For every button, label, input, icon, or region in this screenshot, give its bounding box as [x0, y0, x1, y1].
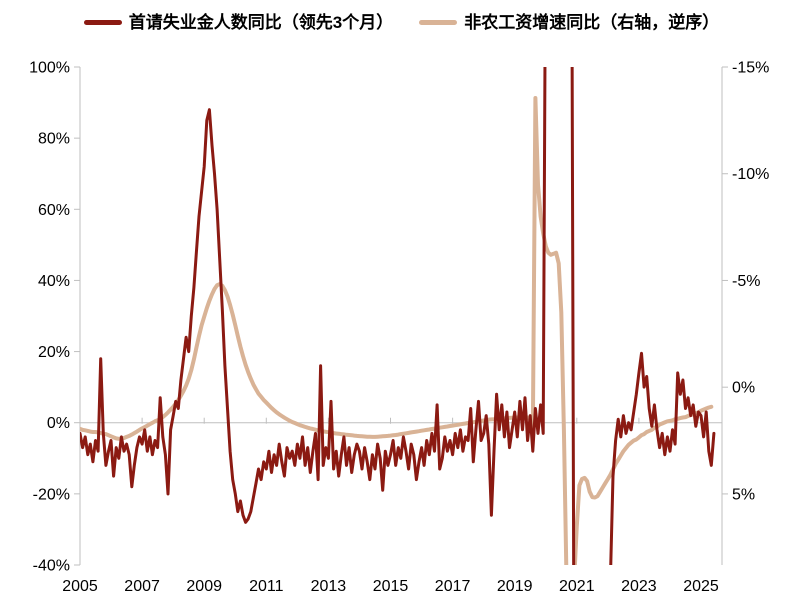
legend-item-claims: 首请失业金人数同比（领先3个月）	[83, 13, 394, 32]
x-axis-tick-label: 2023	[621, 578, 657, 595]
legend-swatch-wage-line	[419, 20, 458, 25]
left-axis-tick-label: 60%	[38, 202, 70, 219]
claims-series-line	[80, 67, 716, 565]
x-axis-tick-label: 2007	[124, 578, 160, 595]
right-axis-tick-label: -15%	[732, 60, 769, 77]
left-axis-tick-label: -40%	[33, 558, 70, 575]
left-axis-tick-label: 100%	[29, 60, 70, 77]
left-axis-tick-label: 80%	[38, 131, 70, 148]
right-axis-tick-label: -10%	[732, 166, 769, 183]
right-axis-tick-label: 5%	[732, 486, 755, 503]
legend-swatch-claims-line	[83, 20, 122, 25]
left-axis-tick-label: 40%	[38, 273, 70, 290]
x-axis-tick-label: 2009	[186, 578, 222, 595]
legend-label-wages: 非农工资增速同比（右轴，逆序）	[464, 13, 720, 32]
x-axis-tick-label: 2017	[435, 578, 471, 595]
x-axis-tick-label: 2021	[559, 578, 595, 595]
x-axis-tick-label: 2025	[683, 578, 719, 595]
left-axis-tick-label: 0%	[47, 415, 70, 432]
right-axis-tick-label: 0%	[732, 380, 755, 397]
x-axis-tick-label: 2013	[311, 578, 347, 595]
wage-series-line	[80, 96, 714, 565]
left-axis-tick-label: 20%	[38, 344, 70, 361]
x-axis-tick-label: 2005	[62, 578, 98, 595]
left-axis-tick-label: -20%	[33, 486, 70, 503]
legend-item-wages: 非农工资增速同比（右轴，逆序）	[419, 14, 719, 31]
x-axis-tick-label: 2015	[373, 578, 409, 595]
right-axis-tick-label: -5%	[732, 273, 760, 290]
chart-legend: 首请失业金人数同比（领先3个月） 非农工资增速同比（右轴，逆序）	[0, 14, 803, 31]
x-axis-tick-label: 2019	[497, 578, 533, 595]
x-axis-tick-label: 2011	[249, 578, 284, 595]
legend-label-claims: 首请失业金人数同比（领先3个月）	[128, 13, 394, 32]
